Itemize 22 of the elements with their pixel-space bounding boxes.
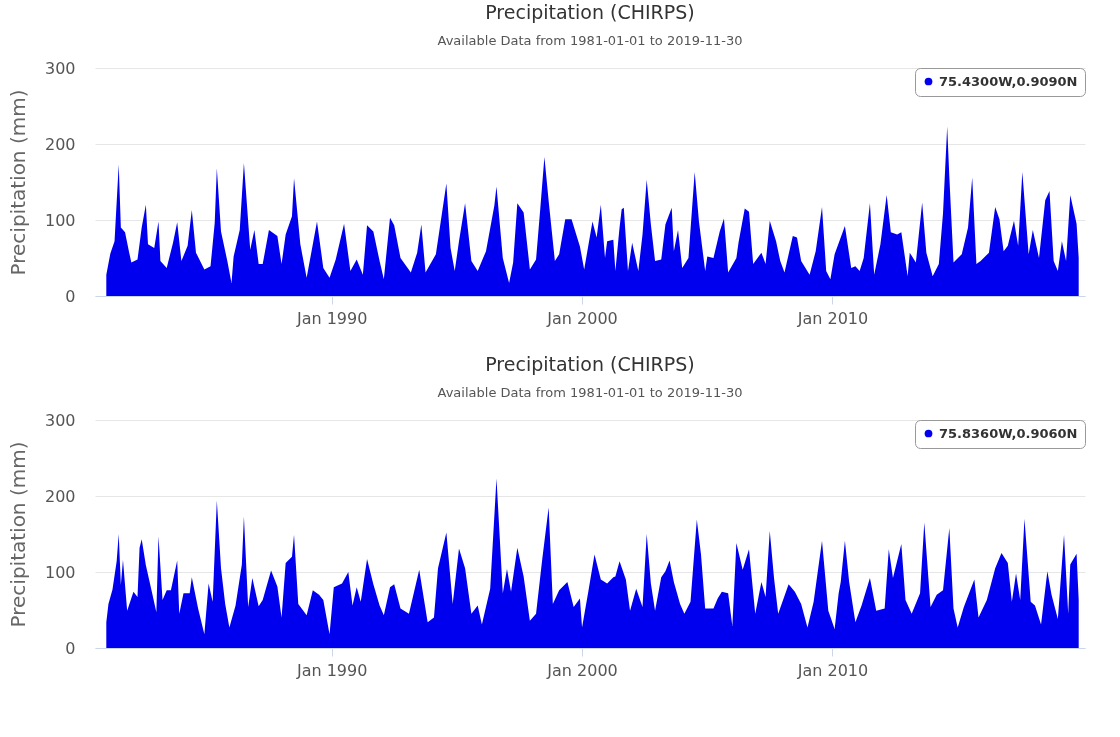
y-tick-label: 200 — [44, 486, 76, 506]
y-axis-title: Precipitation (mm) — [5, 441, 30, 628]
legend-label: 75.8360W,0.9060N — [939, 425, 1078, 441]
x-tick-label: Jan 2010 — [796, 308, 869, 328]
chart-title: Precipitation (CHIRPS) — [485, 1, 695, 23]
x-tick-label: Jan 1990 — [295, 660, 368, 680]
y-axis-title: Precipitation (mm) — [5, 89, 30, 276]
y-tick-label: 300 — [44, 58, 76, 78]
y-tick-label: 200 — [44, 134, 76, 154]
x-tick-label: Jan 2000 — [546, 660, 618, 680]
y-tick-label: 100 — [44, 210, 76, 230]
chart-title: Precipitation (CHIRPS) — [485, 353, 695, 375]
chart-subtitle: Available Data from 1981-01-01 to 2019-11-30 — [437, 385, 743, 400]
y-tick-label: 0 — [65, 286, 76, 306]
chart-subtitle: Available Data from 1981-01-01 to 2019-11-30 — [437, 33, 743, 48]
x-tick-label: Jan 2010 — [796, 660, 869, 680]
y-tick-label: 100 — [44, 562, 76, 582]
legend-label: 75.4300W,0.9090N — [939, 73, 1078, 89]
x-tick-label: Jan 1990 — [295, 308, 368, 328]
y-tick-label: 300 — [44, 410, 76, 430]
y-tick-label: 0 — [65, 638, 76, 658]
x-tick-label: Jan 2000 — [546, 308, 618, 328]
